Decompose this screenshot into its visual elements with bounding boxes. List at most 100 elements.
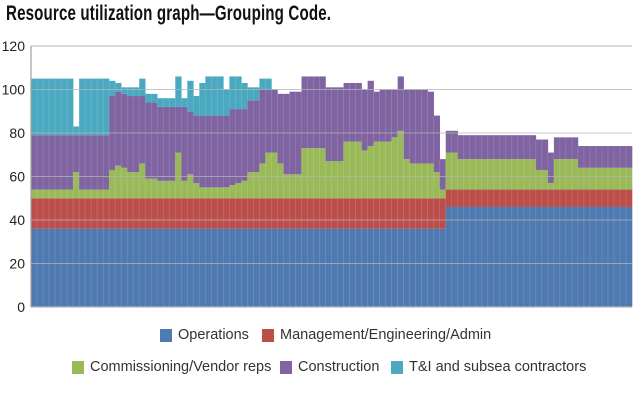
bar-segment-commissioning-vendor-reps <box>433 172 440 199</box>
bar-segment-t-i-and-subsea-contractors <box>253 87 260 101</box>
bar-segment-operations <box>499 206 507 307</box>
bar-segment-construction <box>91 135 98 190</box>
bar-segment-construction <box>85 135 92 190</box>
bar-segment-construction <box>493 135 501 160</box>
bar-segment-operations <box>481 206 489 307</box>
bar-segment-operations <box>73 228 80 307</box>
bar-segment-operations <box>199 228 206 307</box>
legend-swatch-construction <box>280 360 292 374</box>
bar-segment-construction <box>463 135 471 160</box>
bar-segment-operations <box>361 228 368 307</box>
bar-segment-management-engineering-admin <box>397 198 404 229</box>
bar-segment-commissioning-vendor-reps <box>295 174 302 199</box>
bar-segment-commissioning-vendor-reps <box>289 174 296 199</box>
bar-segment-management-engineering-admin <box>175 198 182 229</box>
bar-segment-construction <box>247 100 254 173</box>
bar-segment-operations <box>529 206 537 307</box>
bar-segment-commissioning-vendor-reps <box>517 159 525 190</box>
bar-segment-construction <box>397 76 404 131</box>
bar-segment-operations <box>373 228 380 307</box>
bar-segment-construction <box>619 146 627 168</box>
bar-segment-management-engineering-admin <box>565 189 573 207</box>
bar-segment-operations <box>583 206 591 307</box>
bar-segment-commissioning-vendor-reps <box>37 189 44 199</box>
bar-segment-t-i-and-subsea-contractors <box>151 93 158 103</box>
bar-segment-operations <box>493 206 501 307</box>
bar-segment-commissioning-vendor-reps <box>619 167 627 190</box>
bar-segment-t-i-and-subsea-contractors <box>217 76 224 116</box>
bar-segment-management-engineering-admin <box>385 198 392 229</box>
bar-segment-commissioning-vendor-reps <box>493 159 501 190</box>
bar-segment-construction <box>433 115 440 173</box>
bar-segment-management-engineering-admin <box>151 198 158 229</box>
bar-segment-construction <box>61 135 68 190</box>
bar-segment-management-engineering-admin <box>169 198 176 229</box>
bar-segment-commissioning-vendor-reps <box>427 163 434 199</box>
bar-segment-construction <box>595 146 603 168</box>
bar-segment-commissioning-vendor-reps <box>589 167 597 190</box>
bar-segment-commissioning-vendor-reps <box>127 172 134 199</box>
bar-segment-t-i-and-subsea-contractors <box>55 78 62 136</box>
bar-segment-management-engineering-admin <box>265 198 272 229</box>
bar-segment-management-engineering-admin <box>67 198 74 229</box>
bar-segment-commissioning-vendor-reps <box>625 167 633 190</box>
bar-segment-management-engineering-admin <box>91 198 98 229</box>
bar-segment-management-engineering-admin <box>391 198 398 229</box>
bar-segment-operations <box>247 228 254 307</box>
legend-item-operations: Operations <box>160 327 249 343</box>
bar-segment-operations <box>367 228 374 307</box>
bar-segment-operations <box>607 206 615 307</box>
bar-segment-construction <box>421 89 428 164</box>
bar-segment-commissioning-vendor-reps <box>463 159 471 190</box>
bar-segment-construction <box>55 135 62 190</box>
bar-segment-commissioning-vendor-reps <box>571 159 579 190</box>
chart-title: Resource utilization graph—Grouping Code… <box>6 2 332 25</box>
bar-segment-t-i-and-subsea-contractors <box>211 76 218 116</box>
legend-item-management: Management/Engineering/Admin <box>262 327 491 343</box>
bar-segment-operations <box>91 228 98 307</box>
legend-swatch-operations <box>160 328 172 342</box>
bar-segment-construction <box>217 115 224 188</box>
bar-segment-operations <box>313 228 320 307</box>
bar-segment-management-engineering-admin <box>109 198 116 229</box>
bar-segment-construction <box>427 91 434 164</box>
bar-segment-operations <box>127 228 134 307</box>
bar-segment-operations <box>181 228 188 307</box>
legend-item-ti-subsea: T&I and subsea contractors <box>391 359 586 375</box>
bar-segment-operations <box>427 228 434 307</box>
bar-segment-commissioning-vendor-reps <box>259 163 266 199</box>
bar-segment-commissioning-vendor-reps <box>385 141 392 199</box>
bar-segment-management-engineering-admin <box>55 198 62 229</box>
bar-segment-operations <box>553 206 561 307</box>
bar-segment-management-engineering-admin <box>241 198 248 229</box>
bar-segment-management-engineering-admin <box>187 198 194 229</box>
bar-segment-management-engineering-admin <box>229 198 236 229</box>
bar-segment-construction <box>139 96 146 164</box>
bar-segment-management-engineering-admin <box>85 198 92 229</box>
bar-segment-t-i-and-subsea-contractors <box>145 93 152 103</box>
bar-segment-construction <box>73 135 80 173</box>
bar-segment-construction <box>457 135 465 160</box>
bar-segment-construction <box>613 146 621 168</box>
bar-segment-management-engineering-admin <box>493 189 501 207</box>
bar-segment-commissioning-vendor-reps <box>55 189 62 199</box>
bar-segment-commissioning-vendor-reps <box>451 152 459 190</box>
bar-segment-operations <box>355 228 362 307</box>
bar-segment-operations <box>451 206 459 307</box>
bar-segment-management-engineering-admin <box>511 189 519 207</box>
bar-segment-management-engineering-admin <box>361 198 368 229</box>
bar-segment-operations <box>517 206 525 307</box>
bar-segment-operations <box>379 228 386 307</box>
bar-segment-management-engineering-admin <box>427 198 434 229</box>
bar-segment-management-engineering-admin <box>481 189 489 207</box>
bar-segment-operations <box>265 228 272 307</box>
bar-segment-commissioning-vendor-reps <box>481 159 489 190</box>
bar-segment-operations <box>223 228 230 307</box>
bar-segment-construction <box>391 89 398 138</box>
bar-segment-construction <box>265 89 272 153</box>
bar-segment-construction <box>517 135 525 160</box>
bar-segment-management-engineering-admin <box>49 198 56 229</box>
bar-segment-management-engineering-admin <box>289 198 296 229</box>
bar-segment-management-engineering-admin <box>349 198 356 229</box>
bar-segment-construction <box>205 115 212 188</box>
